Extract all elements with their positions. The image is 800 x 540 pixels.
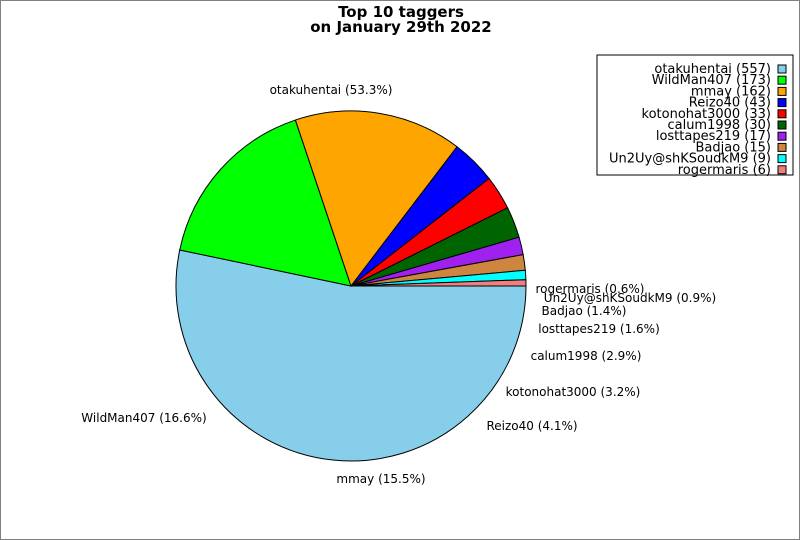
- legend-label: calum1998 (30): [667, 118, 771, 133]
- slice-label: Reizo40 (4.1%): [486, 419, 577, 433]
- slice-label: calum1998 (2.9%): [531, 349, 642, 363]
- legend-swatch: [777, 154, 787, 164]
- legend-label: otakuhentai (557): [654, 62, 771, 77]
- pie-slice-otakuhentai: [175, 249, 527, 462]
- legend-swatch: [777, 120, 787, 130]
- legend-swatch: [777, 165, 787, 175]
- slice-label: Un2Uy@shKSoudkM9 (0.9%): [544, 291, 716, 305]
- pie-slices: [175, 110, 527, 462]
- legend-swatch: [777, 109, 787, 119]
- legend-label: WildMan407 (173): [652, 73, 771, 88]
- legend-label: Un2Uy@shKSoudkM9 (9): [609, 152, 771, 167]
- slice-label: WildMan407 (16.6%): [81, 411, 206, 425]
- slice-label: Badjao (1.4%): [542, 304, 627, 318]
- legend-swatch: [777, 86, 787, 96]
- legend-swatch: [777, 98, 787, 108]
- slice-label: rogermaris (0.6%): [536, 282, 645, 296]
- chart-title-line-2: on January 29th 2022: [310, 18, 491, 36]
- legend-swatch: [777, 142, 787, 152]
- legend-label: kotonohat3000 (33): [642, 107, 771, 122]
- slice-labels: otakuhentai (53.3%) WildMan407 (16.6%) mma…: [81, 83, 716, 486]
- pie-slice-mmay: [294, 110, 458, 288]
- legend-box: [596, 54, 794, 176]
- legend-label: rogermaris (6): [678, 163, 771, 178]
- slice-label: otakuhentai (53.3%): [270, 83, 393, 97]
- slice-label: losttapes219 (1.6%): [538, 322, 660, 336]
- legend-label: Reizo40 (43): [689, 96, 771, 111]
- pie-slice-rogermaris: [350, 279, 527, 287]
- legend-swatch: [777, 75, 787, 85]
- pie-slice-wildman407: [179, 119, 352, 287]
- legend-swatch: [777, 64, 787, 74]
- chart-title: Top 10 taggers on January 29th 2022: [310, 3, 491, 36]
- slice-label: mmay (15.5%): [336, 472, 425, 486]
- legend-label: mmay (162): [691, 84, 771, 99]
- legend: otakuhentai (557)WildMan407 (173)mmay (1…: [596, 54, 794, 178]
- legend-label: Badjao (15): [696, 140, 772, 155]
- chart-title-line-1: Top 10 taggers: [338, 3, 464, 21]
- slice-label: kotonohat3000 (3.2%): [506, 385, 641, 399]
- legend-swatch: [777, 131, 787, 141]
- legend-label: losttapes219 (17): [656, 129, 771, 144]
